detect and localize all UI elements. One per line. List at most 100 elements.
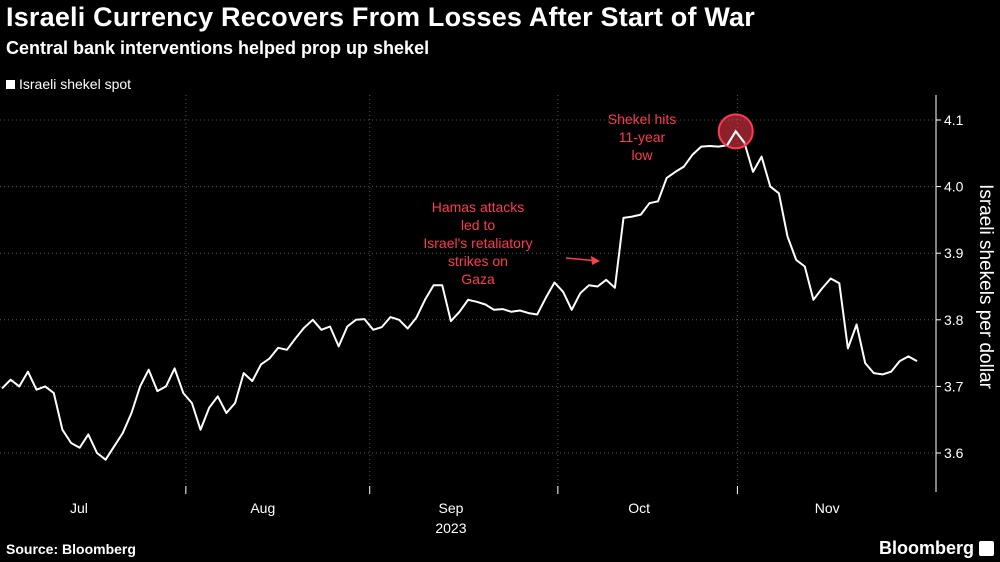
data-point [665, 177, 667, 179]
legend: Israeli shekel spot [6, 76, 131, 92]
data-point [398, 319, 400, 321]
data-point [700, 145, 702, 147]
data-point [484, 303, 486, 305]
brand-logo: Bloomberg [878, 538, 974, 558]
annotation-low-text: Shekel hits [608, 111, 676, 127]
annotation-hamas-text: Gaza [461, 271, 495, 287]
data-point [78, 446, 80, 448]
data-point [312, 319, 314, 321]
data-point [536, 313, 538, 315]
data-point [1, 387, 3, 389]
data-point [355, 319, 357, 321]
data-point [268, 357, 270, 359]
data-point [217, 395, 219, 397]
data-point [415, 317, 417, 319]
annotation-hamas-text: Hamas attacks [432, 199, 525, 215]
brand-icon [979, 541, 994, 556]
data-point [519, 309, 521, 311]
data-point [260, 363, 262, 365]
data-point [510, 311, 512, 313]
data-point [622, 217, 624, 219]
data-point [441, 284, 443, 286]
data-point [769, 185, 771, 187]
data-point [432, 284, 434, 286]
data-point [113, 445, 115, 447]
data-point [855, 323, 857, 325]
annotation-hamas-text: Israel's retaliatory [423, 235, 532, 251]
y-tick-label: 3.9 [944, 245, 964, 261]
data-point [381, 326, 383, 328]
data-point [691, 153, 693, 155]
data-point [104, 458, 106, 460]
data-point [9, 379, 11, 381]
data-point [553, 281, 555, 283]
data-point [881, 373, 883, 375]
y-tick-label: 4.0 [944, 179, 964, 195]
data-point [899, 360, 901, 362]
data-point [346, 325, 348, 327]
data-point [821, 287, 823, 289]
data-point [493, 309, 495, 311]
data-point [148, 369, 150, 371]
data-point [450, 320, 452, 322]
data-point [709, 145, 711, 147]
data-point [631, 215, 633, 217]
series-line-shekel-spot [1, 130, 918, 461]
data-point [337, 345, 339, 347]
data-point [173, 367, 175, 369]
chart-subtitle: Central bank interventions helped prop u… [6, 38, 430, 58]
data-point [614, 287, 616, 289]
data-point [674, 171, 676, 173]
data-point [838, 282, 840, 284]
data-point [683, 165, 685, 167]
data-point [407, 327, 409, 329]
data-point [320, 329, 322, 331]
data-point [44, 385, 46, 387]
data-point [303, 327, 305, 329]
data-point [363, 318, 365, 320]
data-point [182, 392, 184, 394]
data-point [847, 347, 849, 349]
data-point [286, 349, 288, 351]
data-point [251, 380, 253, 382]
y-axis-title: Israeli shekels per dollar [975, 184, 996, 390]
data-point [760, 155, 762, 157]
data-point [53, 392, 55, 394]
data-point [458, 311, 460, 313]
x-tick-label: Jul [70, 500, 88, 516]
data-point [562, 291, 564, 293]
data-point [605, 279, 607, 281]
data-point [527, 312, 529, 314]
data-point [907, 355, 909, 357]
data-point [225, 412, 227, 414]
data-point [829, 277, 831, 279]
data-point [501, 308, 503, 310]
data-point [389, 316, 391, 318]
data-point [596, 285, 598, 287]
annotation-hamas-text: led to [461, 217, 495, 233]
annotation-low-text: low [631, 147, 653, 163]
data-point [199, 428, 201, 430]
data-point [70, 442, 72, 444]
data-point [165, 385, 167, 387]
data-point [657, 200, 659, 202]
data-point [717, 145, 719, 147]
data-point [812, 299, 814, 301]
data-point [242, 372, 244, 374]
x-year-label: 2023 [435, 520, 466, 536]
annotation-hamas-text: strikes on [448, 253, 508, 269]
data-point [130, 412, 132, 414]
data-point [640, 213, 642, 215]
data-point [96, 452, 98, 454]
annotation-low-text: 11-year [619, 129, 666, 145]
data-point [467, 299, 469, 301]
legend-swatch-icon [6, 79, 15, 89]
data-point [18, 385, 20, 387]
data-point [752, 171, 754, 173]
data-point [424, 299, 426, 301]
data-point [476, 301, 478, 303]
data-point [139, 385, 141, 387]
data-point [208, 407, 210, 409]
data-point [588, 284, 590, 286]
